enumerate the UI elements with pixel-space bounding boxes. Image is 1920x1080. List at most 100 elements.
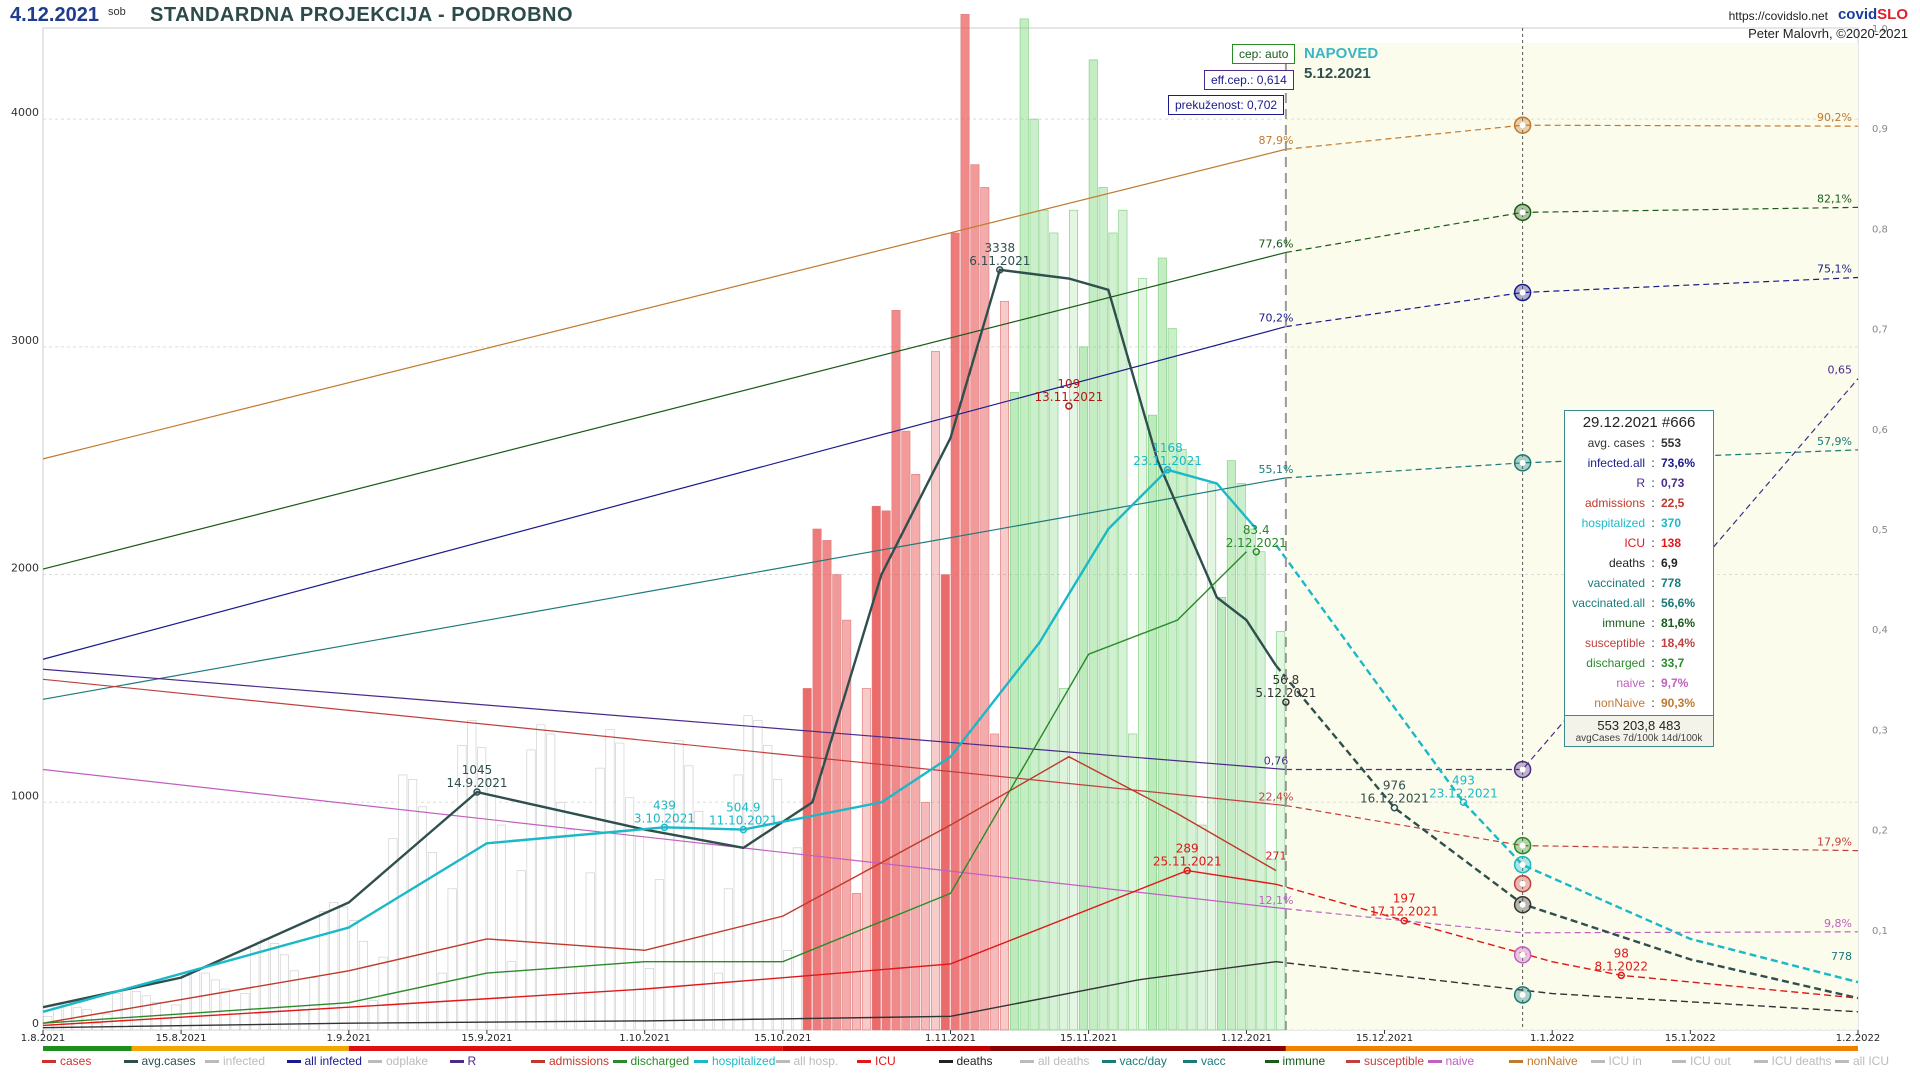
annotation-point (1163, 466, 1172, 474)
legend-item[interactable]: ICU in (1590, 1054, 1642, 1068)
legend-item[interactable]: infected (205, 1054, 265, 1068)
series-line (42, 755, 1277, 1024)
ratio-forecast-line (1285, 908, 1859, 934)
timeline-band (348, 1046, 783, 1051)
legend-swatch (1509, 1060, 1523, 1064)
legend-swatch (938, 1060, 953, 1064)
case-bar (378, 956, 388, 1031)
ratio-label: 17,9% (1817, 836, 1852, 849)
case-bar (329, 902, 339, 1031)
legend-item[interactable]: discharged (612, 1054, 689, 1068)
case-bar (842, 619, 852, 1031)
tooltip-row: immune:81,6% (1565, 613, 1713, 633)
y-tick-label: 1000 (11, 789, 39, 802)
legend-item[interactable]: R (449, 1054, 476, 1068)
case-bar (625, 797, 635, 1031)
y2-tick-label: 0,4 (1872, 625, 1888, 636)
case-bar (506, 961, 516, 1031)
tooltip-row-value: 73,6% (1661, 456, 1696, 470)
ratio-line (42, 148, 1287, 460)
ratio-line (42, 768, 1286, 910)
case-bar (753, 719, 763, 1031)
case-bar (131, 990, 141, 1031)
ratio-forecast-line (1285, 276, 1859, 328)
case-bar (861, 688, 871, 1031)
legend-item[interactable]: susceptible (1346, 1054, 1424, 1068)
case-bar (467, 719, 477, 1031)
legend-item[interactable]: naive (1427, 1054, 1474, 1068)
y2-tick-label: 0,8 (1872, 224, 1888, 235)
legend-item[interactable]: all ICU (1835, 1054, 1889, 1068)
legend-item[interactable]: nonNaive (1509, 1054, 1578, 1068)
annotation-date: 13.11.2021 (1035, 390, 1104, 404)
tooltip-row: ICU:138 (1565, 533, 1713, 553)
forecast-marker-dot (1519, 289, 1526, 296)
case-bar (1197, 824, 1207, 1031)
case-bar (161, 1018, 171, 1031)
ratio-label: 0,76 (1264, 754, 1289, 767)
legend-swatch (123, 1060, 138, 1064)
legend-item[interactable]: ICU deaths (1753, 1054, 1832, 1068)
cep-button[interactable]: cep: auto (1232, 44, 1296, 64)
tooltip-row-value: 90,3% (1661, 696, 1696, 710)
annotation-point (1183, 866, 1191, 875)
report-date: 4.12.2021 (10, 4, 99, 26)
legend-item[interactable]: immune (1264, 1054, 1325, 1068)
forecast-marker-dot (1519, 991, 1526, 998)
legend-label: cases (60, 1054, 92, 1068)
legend-item[interactable]: deaths (938, 1054, 993, 1068)
eff-cep-button[interactable]: eff.cep.: 0,614 (1204, 70, 1294, 90)
annotation-point (1282, 698, 1290, 706)
case-bar (615, 742, 625, 1031)
legend-item[interactable]: vacc/day (1101, 1054, 1167, 1068)
tooltip-row-separator: : (1651, 656, 1655, 670)
tooltip-row: vaccinated.all:56,6% (1565, 593, 1713, 613)
case-bar (1236, 483, 1246, 1031)
annotation-date: 23.11.2021 (1133, 454, 1202, 468)
timeline-band (131, 1046, 349, 1051)
case-bar (526, 749, 536, 1031)
legend-swatch (1264, 1060, 1279, 1064)
legend-label: odplake (386, 1054, 429, 1068)
tooltip-row-separator: : (1651, 476, 1655, 490)
legend-item[interactable]: ICU out (1672, 1054, 1731, 1068)
case-bar (279, 954, 289, 1031)
legend-item[interactable]: hospitalized (694, 1054, 775, 1068)
ratio-forecast-line (1285, 124, 1859, 150)
legend-swatch (612, 1060, 627, 1064)
tooltip-row: naive:9,7% (1565, 673, 1713, 693)
annotation-point (1617, 971, 1626, 980)
legend-swatch (368, 1060, 382, 1064)
ratio-label: 90,2% (1817, 111, 1852, 124)
legend-item[interactable]: all deaths (1020, 1054, 1089, 1068)
prekuzenost-button[interactable]: prekuženost: 0,702 (1168, 95, 1285, 115)
case-bar (408, 779, 418, 1031)
legend-item[interactable]: vacc (1183, 1054, 1226, 1068)
case-bar (319, 911, 329, 1031)
tooltip-row: deaths:6,9 (1565, 553, 1713, 573)
legend-item[interactable]: odplake (368, 1054, 428, 1068)
site-url[interactable]: https://covidslo.net (1728, 9, 1828, 23)
annotation-date: 23.12.2021 (1429, 786, 1498, 800)
tooltip-title: 29.12.2021 #666 (1582, 414, 1696, 431)
legend-swatch (449, 1060, 464, 1064)
legend-item[interactable]: ICU (857, 1054, 896, 1068)
annotation-date: 5.12.2021 (1255, 686, 1316, 700)
case-bar (960, 14, 970, 1031)
tooltip-row-label: hospitalized (1581, 516, 1645, 530)
legend-item[interactable]: avg.cases (123, 1054, 196, 1068)
legend-item[interactable]: cases (42, 1054, 91, 1068)
legend-item[interactable]: all infected (286, 1054, 362, 1068)
legend-label: all deaths (1038, 1054, 1090, 1068)
ratio-label: 22,4% (1259, 791, 1294, 804)
legend-item[interactable]: admissions (531, 1054, 609, 1068)
x-tick-label: 15.10.2021 (754, 1033, 811, 1044)
forecast-marker-dot (1519, 122, 1526, 129)
tooltip-row: avg. cases:553 (1565, 433, 1713, 453)
tooltip-row-label: nonNaive (1594, 696, 1645, 710)
legend-label: all infected (304, 1054, 362, 1068)
x-tick-label: 15.8.2021 (156, 1033, 207, 1044)
legend-item[interactable]: all hosp. (775, 1054, 838, 1068)
case-bar (339, 906, 349, 1031)
